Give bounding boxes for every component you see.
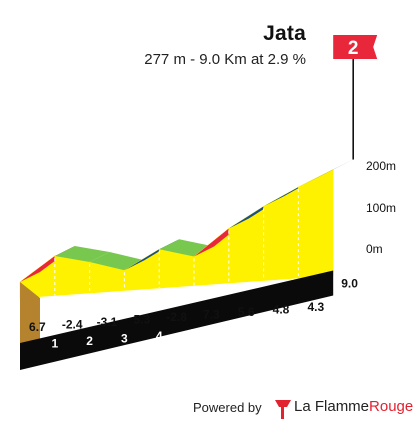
profile-face-km-9 [298, 169, 334, 279]
altitude-label-0m: 0m [366, 242, 383, 256]
km-label-8: 8 [295, 319, 302, 333]
gradient-label-km-4: 5.3 [133, 312, 150, 326]
category-flag-label: 2 [348, 38, 359, 59]
brand-name-main: La Flamme [294, 398, 370, 415]
gradient-band-km-3 [89, 251, 145, 271]
km-label-3: 3 [121, 332, 128, 346]
climb-stats: 277 m - 9.0 Km at 2.9 % [144, 51, 306, 68]
brand-name: La FlammeRouge [294, 398, 413, 415]
gradient-label-km-6: 7.3 [203, 307, 220, 321]
brand-name-accent: Rouge [369, 398, 414, 415]
la-flamme-rouge-logo-icon [275, 400, 291, 419]
km-label-2: 2 [86, 334, 93, 348]
gradient-label-km-5: -2.8 [166, 310, 187, 324]
profile-face-km-4 [124, 248, 160, 291]
gradient-label-km-8: 4.8 [273, 302, 290, 316]
gradient-label-km-9: 4.3 [307, 300, 324, 314]
total-distance-label: 9.0 [341, 277, 358, 291]
climb-title: Jata [263, 22, 306, 45]
km-label-5: 5 [191, 327, 198, 341]
profile-face-km-2 [54, 255, 90, 296]
profile-face-km-8 [263, 186, 299, 281]
altitude-label-200m: 200m [366, 159, 396, 173]
gradient-band-km-9 [298, 159, 354, 188]
gradient-label-km-2: -2.4 [62, 317, 83, 331]
km-label-6: 6 [225, 324, 232, 338]
gradient-label-km-1: 6.7 [29, 320, 46, 334]
km-label-7: 7 [260, 322, 267, 336]
altitude-label-100m: 100m [366, 201, 396, 215]
km-base-band [20, 270, 334, 370]
powered-by-label: Powered by [193, 400, 262, 415]
km-label-4: 4 [156, 329, 163, 343]
gradient-band-km-2 [54, 246, 110, 262]
km-label-1: 1 [51, 337, 58, 351]
category-flag [333, 35, 378, 59]
gradient-label-km-3: -3.1 [97, 315, 118, 329]
gradient-label-km-7: 5.6 [238, 305, 255, 319]
